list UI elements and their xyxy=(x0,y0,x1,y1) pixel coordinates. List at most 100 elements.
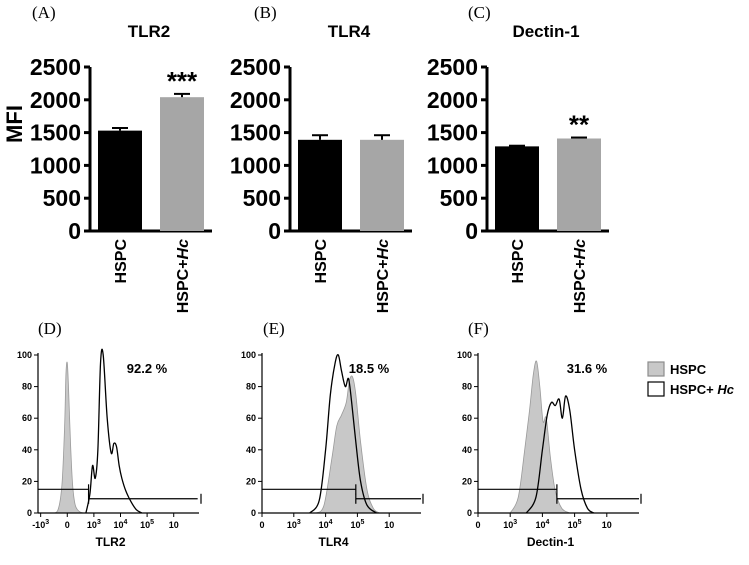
histogram-hc xyxy=(85,348,143,514)
bar-HSPC xyxy=(495,146,539,231)
histogram-xlabel: Dectin-1 xyxy=(527,535,575,549)
y-tick-label: 0 xyxy=(465,218,478,244)
histogram-hc xyxy=(525,395,595,514)
y-tick-label: 80 xyxy=(22,382,32,392)
x-tick-label-text: HSPC+ xyxy=(572,259,589,313)
bar-chart-0: 0 500 1000 1500 2000 2500 HSPC HSPC+Hc *** xyxy=(30,54,212,313)
x-tick-label: 103 xyxy=(87,519,101,530)
x-tick-label-base: 0 xyxy=(259,520,264,530)
x-tick-label-exp: 3 xyxy=(97,519,101,526)
y-tick-label: 2500 xyxy=(230,54,281,80)
y-tick-label: 80 xyxy=(246,382,256,392)
y-tick-label: 20 xyxy=(22,476,32,486)
bar-HSPC+Hc xyxy=(360,139,404,231)
x-tick-label-italic: Hc xyxy=(175,239,192,260)
gate-percent: 92.2 % xyxy=(127,361,168,376)
legend: HSPC HSPC+ Hc xyxy=(647,361,735,397)
bar-chart-2: 0 500 1000 1500 2000 2500 HSPC HSPC+Hc ** xyxy=(427,54,609,313)
x-tick-label-exp: 3 xyxy=(513,519,517,526)
x-tick-label-text: HSPC xyxy=(313,239,330,284)
x-tick-label-base: 10 xyxy=(319,520,329,530)
x-tick-label-italic: Hc xyxy=(572,239,589,260)
y-tick-label: 500 xyxy=(243,185,281,211)
y-tick-label: 80 xyxy=(462,382,472,392)
x-tick-label-text: HSPC+ xyxy=(375,259,392,313)
x-tick-label: HSPC xyxy=(113,239,130,284)
y-tick-label: 0 xyxy=(467,508,472,518)
panel-label-c: (C) xyxy=(468,3,491,22)
histogram-hspc xyxy=(51,361,84,514)
x-tick-label-base: 0 xyxy=(65,520,70,530)
bar-chart-title-tlr4: TLR4 xyxy=(328,22,371,41)
x-tick-label-base: 10 xyxy=(503,520,513,530)
x-tick-label-exp: 5 xyxy=(360,519,364,526)
legend-swatch-hspc xyxy=(647,361,665,377)
x-tick-label-base: 10 xyxy=(87,520,97,530)
x-tick-label-base: 10 xyxy=(602,520,612,530)
x-tick-label: 104 xyxy=(319,519,333,530)
x-tick-label-base: 10 xyxy=(535,520,545,530)
y-tick-label: 40 xyxy=(462,445,472,455)
y-tick-label: 0 xyxy=(251,508,256,518)
legend-label-hspc: HSPC xyxy=(670,362,707,377)
x-tick-label-base: 10 xyxy=(568,520,578,530)
x-tick-label-base: 10 xyxy=(169,520,179,530)
bar-HSPC xyxy=(98,130,142,231)
x-tick-label-text: HSPC xyxy=(113,239,130,284)
x-tick-label: HSPC xyxy=(510,239,527,284)
bar-HSPC+Hc xyxy=(160,97,204,232)
x-tick-label: -103 xyxy=(32,519,49,530)
x-tick-label: HSPC+Hc xyxy=(375,239,392,313)
x-tick-label-base: 10 xyxy=(140,520,150,530)
y-tick-label: 40 xyxy=(246,445,256,455)
x-tick-label-exp: 4 xyxy=(545,519,549,526)
histogram-hspc xyxy=(509,360,572,514)
legend-label-hc-italic: Hc xyxy=(717,382,734,397)
y-tick-label: 0 xyxy=(268,218,281,244)
legend-swatch-hc xyxy=(647,381,665,397)
x-tick-label-base: 10 xyxy=(350,520,360,530)
panel-label-d: (D) xyxy=(38,319,62,338)
y-tick-label: 2000 xyxy=(30,87,81,113)
y-tick-label: 100 xyxy=(17,350,32,360)
x-tick-label-exp: 4 xyxy=(124,519,128,526)
x-tick-label-base: 0 xyxy=(475,520,480,530)
x-tick-label-exp: 5 xyxy=(150,519,154,526)
x-tick-label: HSPC+Hc xyxy=(175,239,192,313)
x-tick-label: 10 xyxy=(384,520,394,530)
x-tick-label: 104 xyxy=(114,519,128,530)
y-tick-label: 1000 xyxy=(427,152,478,178)
bar-chart-ylabel: MFI xyxy=(2,105,27,143)
panel-label-b: (B) xyxy=(254,3,277,22)
x-tick-label-exp: 4 xyxy=(329,519,333,526)
y-tick-label: 2000 xyxy=(427,87,478,113)
significance-marker: ** xyxy=(569,110,590,140)
x-tick-label-base: 10 xyxy=(114,520,124,530)
y-tick-label: 2000 xyxy=(230,87,281,113)
y-tick-label: 0 xyxy=(68,218,81,244)
y-tick-label: 1500 xyxy=(230,120,281,146)
y-tick-label: 60 xyxy=(462,413,472,423)
y-tick-label: 1000 xyxy=(230,152,281,178)
x-tick-label-base: 10 xyxy=(287,520,297,530)
bar-chart-1: 0 500 1000 1500 2000 2500 HSPC HSPC+Hc xyxy=(230,54,412,313)
bar-chart-title-tlr2: TLR2 xyxy=(128,22,171,41)
x-tick-label: 105 xyxy=(568,519,582,530)
y-tick-label: 1000 xyxy=(30,152,81,178)
x-tick-label-base: -10 xyxy=(32,520,45,530)
x-tick-label-base: 10 xyxy=(384,520,394,530)
x-tick-label-exp: 3 xyxy=(45,519,49,526)
x-tick-label: 0 xyxy=(475,520,480,530)
bar-HSPC xyxy=(298,139,342,231)
y-tick-label: 60 xyxy=(246,413,256,423)
bar-HSPC+Hc xyxy=(557,138,601,231)
x-tick-label-text: HSPC xyxy=(510,239,527,284)
y-tick-label: 2500 xyxy=(30,54,81,80)
x-tick-label: HSPC+Hc xyxy=(572,239,589,313)
x-tick-label: 105 xyxy=(350,519,364,530)
